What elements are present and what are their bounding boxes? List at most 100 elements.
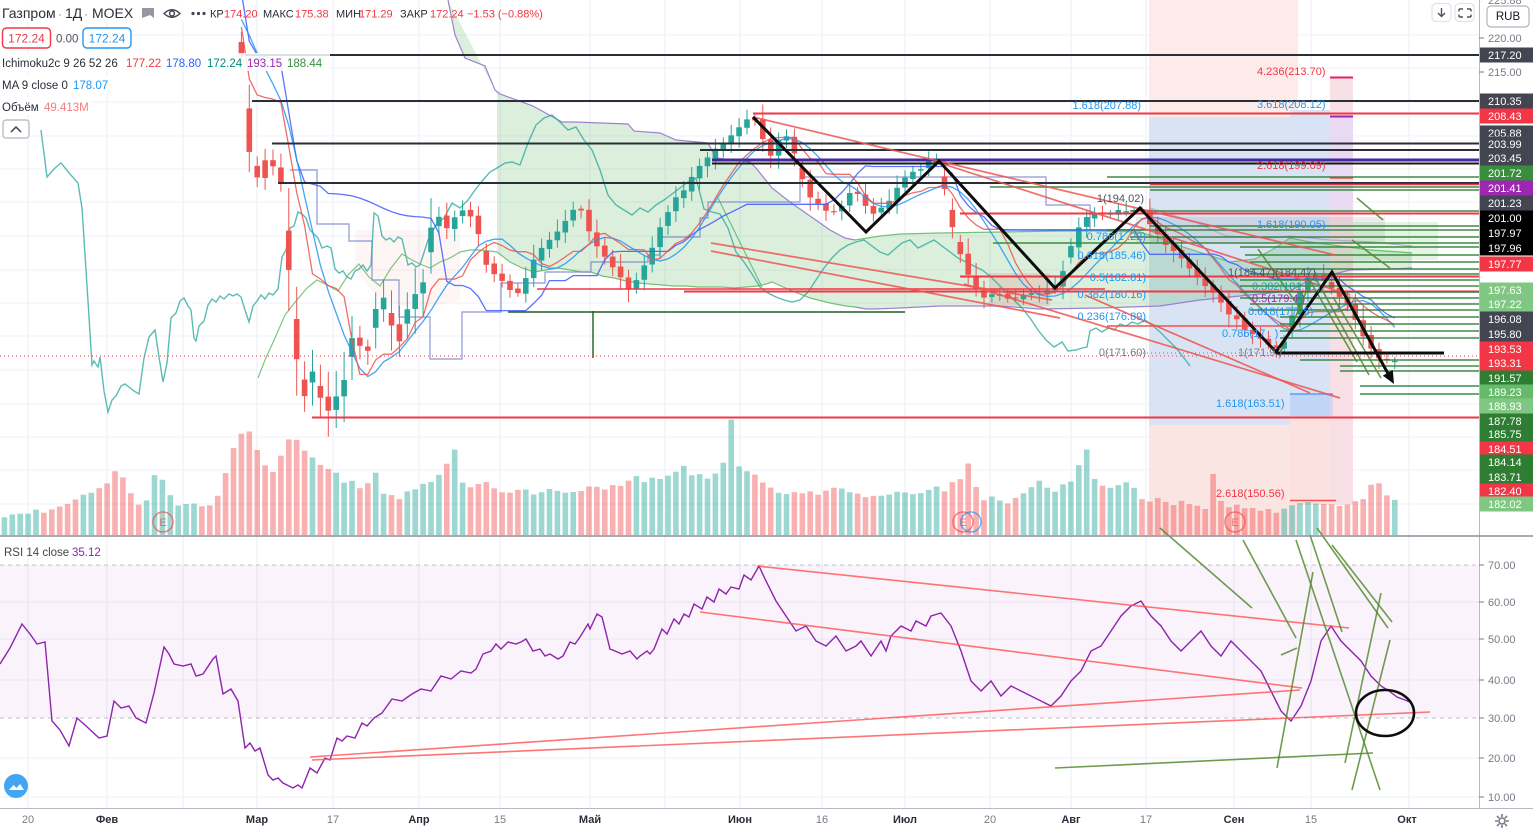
svg-text:178.07: 178.07 (73, 80, 108, 92)
svg-text:17: 17 (1140, 814, 1152, 826)
svg-text:184.51: 184.51 (1488, 444, 1522, 456)
svg-text:0.382(181.51): 0.382(181.51) (1252, 281, 1321, 293)
svg-text:193.31: 193.31 (1488, 358, 1522, 370)
svg-text:193.15: 193.15 (247, 58, 282, 70)
svg-text:220.00: 220.00 (1488, 33, 1522, 45)
svg-text:172.24: 172.24 (89, 32, 126, 46)
svg-text:225.88: 225.88 (1488, 0, 1522, 7)
svg-text:40.00: 40.00 (1488, 675, 1516, 687)
svg-text:188.93: 188.93 (1488, 401, 1522, 413)
svg-text:RSI 14 close: RSI 14 close (4, 547, 69, 559)
svg-text:197.77: 197.77 (1488, 259, 1522, 271)
svg-text:Июл: Июл (893, 814, 917, 826)
svg-text:КР: КР (210, 9, 224, 21)
svg-text:172.24: 172.24 (430, 9, 464, 21)
svg-text:0.5(182.81): 0.5(182.81) (1090, 272, 1146, 284)
svg-text:Ichimoku2c 9 26 52 26: Ichimoku2c 9 26 52 26 (2, 58, 118, 70)
svg-text:197.22: 197.22 (1488, 299, 1522, 311)
svg-text:·: · (84, 7, 88, 21)
svg-text:15: 15 (1305, 814, 1317, 826)
svg-text:171.29: 171.29 (359, 9, 393, 21)
svg-text:0.5(179.4 ): 0.5(179.4 ) (1252, 293, 1305, 305)
svg-text:2.618(150.56): 2.618(150.56) (1216, 488, 1285, 500)
svg-text:Апр: Апр (408, 814, 430, 826)
svg-text:172.24: 172.24 (207, 58, 243, 70)
svg-text:ЗАКР: ЗАКР (400, 9, 428, 21)
svg-text:1Д: 1Д (65, 5, 83, 21)
svg-text:Объём: Объём (2, 102, 39, 114)
svg-text:30.00: 30.00 (1488, 713, 1516, 725)
svg-text:0.786(17 . ): 0.786(17 . ) (1222, 328, 1278, 340)
svg-text:Мар: Мар (246, 814, 268, 826)
svg-text:174.20: 174.20 (224, 9, 258, 21)
svg-text:187.78: 187.78 (1488, 416, 1522, 428)
svg-text:191.57: 191.57 (1488, 373, 1522, 385)
svg-text:·: · (58, 7, 62, 21)
svg-text:0.382(180.16): 0.382(180.16) (1078, 289, 1147, 301)
svg-text:0.618(185.46): 0.618(185.46) (1078, 250, 1147, 262)
svg-text:177.22: 177.22 (126, 58, 161, 70)
svg-text:172.24: 172.24 (8, 32, 45, 46)
svg-text:1.618(190.05): 1.618(190.05) (1257, 219, 1326, 231)
svg-text:175.38: 175.38 (295, 9, 329, 21)
svg-text:188.44: 188.44 (287, 58, 323, 70)
svg-text:178.80: 178.80 (166, 58, 201, 70)
svg-text:RUB: RUB (1496, 11, 1521, 23)
svg-text:−1.53 (−0.88%): −1.53 (−0.88%) (467, 9, 543, 21)
svg-text:1(184.47)(184.47): 1(184.47)(184.47) (1228, 267, 1316, 279)
svg-text:49.413M: 49.413M (44, 102, 89, 114)
svg-text:201.23: 201.23 (1488, 198, 1522, 210)
svg-text:15: 15 (494, 814, 506, 826)
svg-text:215.00: 215.00 (1488, 67, 1522, 79)
svg-text:217.20: 217.20 (1488, 50, 1522, 62)
svg-text:16: 16 (816, 814, 828, 826)
svg-text:0.618(177. 5): 0.618(177. 5) (1248, 306, 1313, 318)
svg-text:1(171.9 ): 1(171.9 ) (1238, 347, 1282, 359)
svg-text:203.45: 203.45 (1488, 153, 1522, 165)
svg-text:20: 20 (984, 814, 996, 826)
svg-text:Июн: Июн (728, 814, 752, 826)
svg-text:182.40: 182.40 (1488, 486, 1522, 498)
svg-text:0(171.60): 0(171.60) (1099, 347, 1146, 359)
svg-text:182.02: 182.02 (1488, 499, 1522, 511)
svg-text:20: 20 (22, 814, 34, 826)
svg-text:E: E (159, 517, 166, 529)
svg-text:2.618(199.09): 2.618(199.09) (1257, 160, 1326, 172)
svg-text:MA 9 close 0: MA 9 close 0 (2, 80, 68, 92)
svg-text:10.00: 10.00 (1488, 792, 1516, 804)
svg-text:201.00: 201.00 (1488, 213, 1522, 225)
svg-text:195.80: 195.80 (1488, 329, 1522, 341)
svg-text:197.63: 197.63 (1488, 285, 1522, 297)
svg-text:MOEX: MOEX (92, 5, 134, 21)
svg-text:50.00: 50.00 (1488, 634, 1516, 646)
svg-text:196.08: 196.08 (1488, 314, 1522, 326)
svg-text:Фев: Фев (96, 814, 119, 826)
svg-text:3.618(208.12): 3.618(208.12) (1257, 99, 1326, 111)
svg-text:Авг: Авг (1061, 814, 1081, 826)
svg-text:0.786(1 .22): 0.786(1 .22) (1087, 231, 1146, 243)
svg-text:189.23: 189.23 (1488, 387, 1522, 399)
svg-text:МАКС: МАКС (263, 9, 294, 21)
svg-text:4.236(213.70): 4.236(213.70) (1257, 66, 1326, 78)
svg-text:E: E (959, 517, 966, 529)
svg-text:0.236(176.89): 0.236(176.89) (1078, 311, 1147, 323)
svg-text:Газпром: Газпром (2, 5, 56, 21)
svg-text:E: E (1231, 517, 1238, 529)
svg-text:Май: Май (579, 814, 601, 826)
svg-text:МИН: МИН (336, 9, 361, 21)
svg-text:60.00: 60.00 (1488, 597, 1516, 609)
svg-text:201.72: 201.72 (1488, 168, 1522, 180)
svg-text:201.41: 201.41 (1488, 183, 1522, 195)
svg-text:197.96: 197.96 (1488, 243, 1522, 255)
svg-text:185.75: 185.75 (1488, 429, 1522, 441)
svg-text:183.71: 183.71 (1488, 472, 1522, 484)
svg-text:210.35: 210.35 (1488, 96, 1522, 108)
svg-text:1.618(163.51): 1.618(163.51) (1216, 398, 1285, 410)
svg-text:1(194.02): 1(194.02) (1097, 193, 1144, 205)
svg-text:Окт: Окт (1397, 814, 1417, 826)
svg-text:1.618(207.88): 1.618(207.88) (1073, 100, 1142, 112)
svg-text:70.00: 70.00 (1488, 560, 1516, 572)
svg-text:184.14: 184.14 (1488, 457, 1522, 469)
svg-text:208.43: 208.43 (1488, 111, 1522, 123)
svg-text:Сен: Сен (1224, 814, 1245, 826)
